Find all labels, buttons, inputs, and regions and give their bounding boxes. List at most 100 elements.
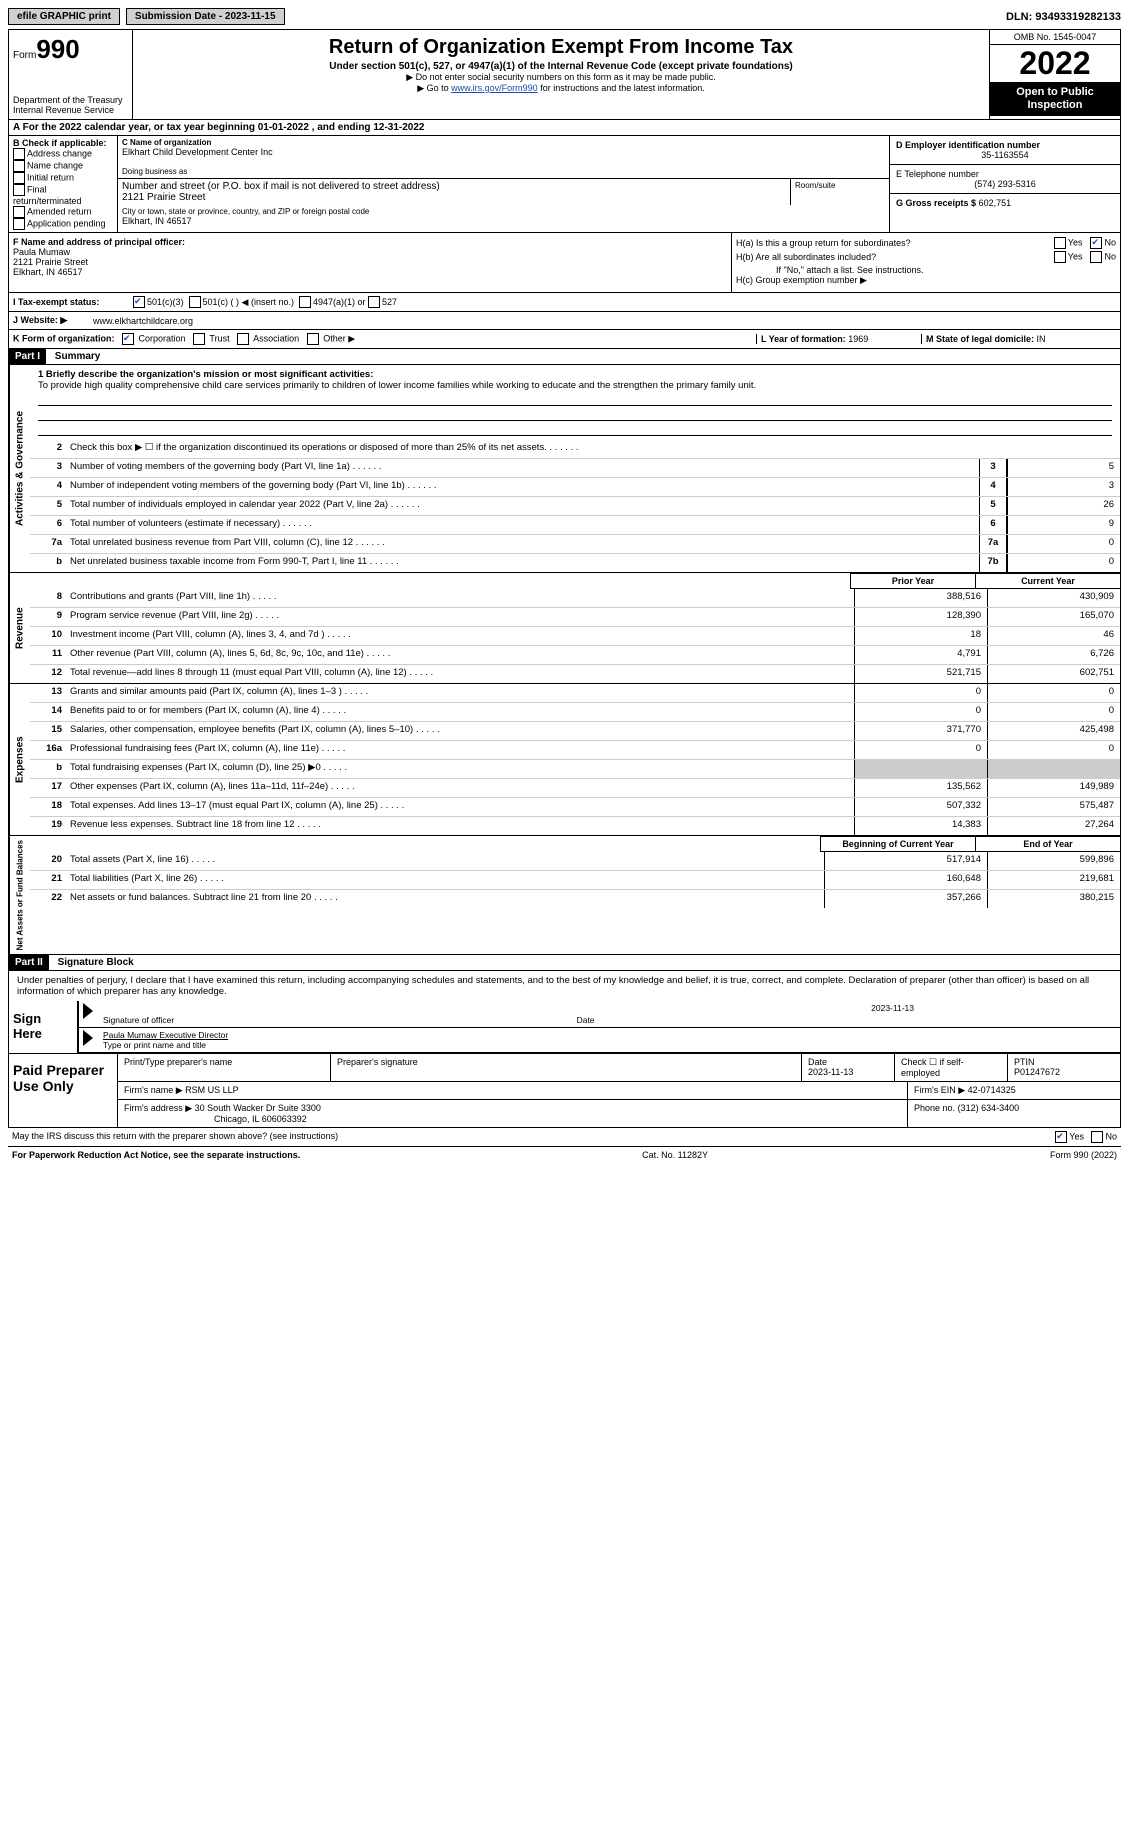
irs-link[interactable]: www.irs.gov/Form990 (451, 83, 538, 93)
line-19: 19 Revenue less expenses. Subtract line … (30, 817, 1120, 835)
line-22: 22 Net assets or fund balances. Subtract… (30, 890, 1120, 908)
type-print-label: Type or print name and title (103, 1040, 1114, 1050)
line-20: 20 Total assets (Part X, line 16) . . . … (30, 852, 1120, 871)
part2-title: Signature Block (52, 955, 140, 970)
side-net-assets: Net Assets or Fund Balances (9, 836, 30, 954)
paid-preparer-label: Paid Preparer Use Only (9, 1054, 118, 1127)
addr-label: Number and street (or P.O. box if mail i… (122, 181, 786, 192)
org-name: Elkhart Child Development Center Inc (122, 147, 885, 157)
row-a-period: A For the 2022 calendar year, or tax yea… (8, 120, 1121, 136)
boy-hdr: Beginning of Current Year (820, 836, 975, 852)
form-note2-post: for instructions and the latest informat… (538, 83, 705, 93)
form-footer: Form 990 (2022) (1050, 1150, 1117, 1160)
firm-addr1: 30 South Wacker Dr Suite 3300 (195, 1103, 321, 1113)
prep-date: 2023-11-13 (808, 1067, 853, 1077)
dln: DLN: 93493319282133 (1006, 11, 1121, 23)
open-inspection: Open to Public Inspection (990, 82, 1120, 116)
line-b: b Total fundraising expenses (Part IX, c… (30, 760, 1120, 779)
side-revenue: Revenue (9, 573, 30, 683)
section-d: D Employer identification number 35-1163… (890, 136, 1120, 232)
sig-date: 2023-11-13 (103, 1003, 1114, 1015)
line-16a: 16a Professional fundraising fees (Part … (30, 741, 1120, 760)
line-21: 21 Total liabilities (Part X, line 26) .… (30, 871, 1120, 890)
ein-label: D Employer identification number (896, 140, 1040, 150)
firm-ein-label: Firm's EIN ▶ (914, 1085, 965, 1095)
line-15: 15 Salaries, other compensation, employe… (30, 722, 1120, 741)
form-word: Form (13, 50, 36, 61)
prior-year-hdr: Prior Year (850, 573, 975, 589)
firm-name: RSM US LLP (185, 1085, 239, 1095)
line-12: 12 Total revenue—add lines 8 through 11 … (30, 665, 1120, 683)
firm-phone: (312) 634-3400 (958, 1103, 1020, 1113)
row-i-tax-status: I Tax-exempt status: 501(c)(3) 501(c) ( … (8, 293, 1121, 312)
tax-year: 2022 (990, 45, 1120, 82)
line-4: 4 Number of independent voting members o… (30, 478, 1120, 497)
firm-phone-label: Phone no. (914, 1103, 955, 1113)
header-left: Form990 Department of the Treasury Inter… (9, 30, 133, 119)
line-2: 2 Check this box ▶ ☐ if the organization… (30, 440, 1120, 459)
line-6: 6 Total number of volunteers (estimate i… (30, 516, 1120, 535)
phone-value: (574) 293-5316 (896, 179, 1114, 189)
room-label: Room/suite (791, 179, 889, 205)
section-c: C Name of organization Elkhart Child Dev… (118, 136, 890, 232)
form-note1: ▶ Do not enter social security numbers o… (141, 72, 981, 83)
section-b: B Check if applicable: Address change Na… (9, 136, 118, 232)
line-13: 13 Grants and similar amounts paid (Part… (30, 684, 1120, 703)
sig-arrow-icon (83, 1003, 93, 1019)
line-9: 9 Program service revenue (Part VIII, li… (30, 608, 1120, 627)
sig-date-label: Date (577, 1015, 595, 1025)
form-title: Return of Organization Exempt From Incom… (141, 36, 981, 59)
ptin-label: PTIN (1014, 1057, 1035, 1067)
efile-badge: efile GRAPHIC print (8, 8, 120, 25)
line-18: 18 Total expenses. Add lines 13–17 (must… (30, 798, 1120, 817)
sig-arrow-icon (83, 1030, 93, 1046)
gross-value: 602,751 (979, 198, 1012, 208)
gross-label: G Gross receipts $ (896, 198, 976, 208)
side-activities: Activities & Governance (9, 365, 30, 572)
submission-date: Submission Date - 2023-11-15 (126, 8, 285, 25)
part2-header: Part II (9, 955, 49, 970)
line-8: 8 Contributions and grants (Part VIII, l… (30, 589, 1120, 608)
prep-date-label: Date (808, 1057, 827, 1067)
phone-label: E Telephone number (896, 169, 1114, 179)
omb-number: OMB No. 1545-0047 (990, 30, 1120, 45)
prep-sig-label: Preparer's signature (331, 1054, 802, 1081)
firm-ein: 42-0714325 (968, 1085, 1016, 1095)
line-3: 3 Number of voting members of the govern… (30, 459, 1120, 478)
line-11: 11 Other revenue (Part VIII, column (A),… (30, 646, 1120, 665)
eoy-hdr: End of Year (975, 836, 1120, 852)
section-h: H(a) Is this a group return for subordin… (732, 233, 1120, 292)
sign-here-label: Sign Here (9, 1001, 79, 1053)
part1-header: Part I (9, 349, 46, 364)
section-f: F Name and address of principal officer:… (9, 233, 732, 292)
cat-number: Cat. No. 11282Y (642, 1150, 708, 1160)
dept-treasury: Department of the Treasury (13, 95, 128, 105)
header-right: OMB No. 1545-0047 2022 Open to Public In… (989, 30, 1120, 119)
header-mid: Return of Organization Exempt From Incom… (133, 30, 989, 119)
firm-addr2: Chicago, IL 606063392 (214, 1114, 307, 1124)
line-17: 17 Other expenses (Part IX, column (A), … (30, 779, 1120, 798)
ein-value: 35-1163554 (896, 150, 1114, 160)
line-b: b Net unrelated business taxable income … (30, 554, 1120, 572)
part1-title: Summary (49, 349, 107, 364)
irs-label: Internal Revenue Service (13, 105, 128, 115)
current-year-hdr: Current Year (975, 573, 1120, 589)
mission-block: 1 Briefly describe the organization's mi… (30, 365, 1120, 440)
row-klm: K Form of organization: Corporation Trus… (8, 330, 1121, 349)
line-7a: 7a Total unrelated business revenue from… (30, 535, 1120, 554)
officer-name-title: Paula Mumaw Executive Director (103, 1030, 1114, 1040)
line-14: 14 Benefits paid to or for members (Part… (30, 703, 1120, 722)
line-10: 10 Investment income (Part VIII, column … (30, 627, 1120, 646)
addr-street: 2121 Prairie Street (122, 192, 786, 203)
ptin-value: P01247672 (1014, 1067, 1060, 1077)
form-subtitle: Under section 501(c), 527, or 4947(a)(1)… (141, 61, 981, 72)
city-label: City or town, state or province, country… (122, 207, 885, 216)
firm-name-label: Firm's name ▶ (124, 1085, 183, 1095)
line-5: 5 Total number of individuals employed i… (30, 497, 1120, 516)
city-value: Elkhart, IN 46517 (122, 216, 885, 226)
sig-declaration: Under penalties of perjury, I declare th… (9, 971, 1120, 1001)
form-note2-pre: ▶ Go to (417, 83, 451, 93)
dba-label: Doing business as (122, 167, 885, 176)
discuss-question: May the IRS discuss this return with the… (12, 1131, 338, 1143)
side-expenses: Expenses (9, 684, 30, 835)
